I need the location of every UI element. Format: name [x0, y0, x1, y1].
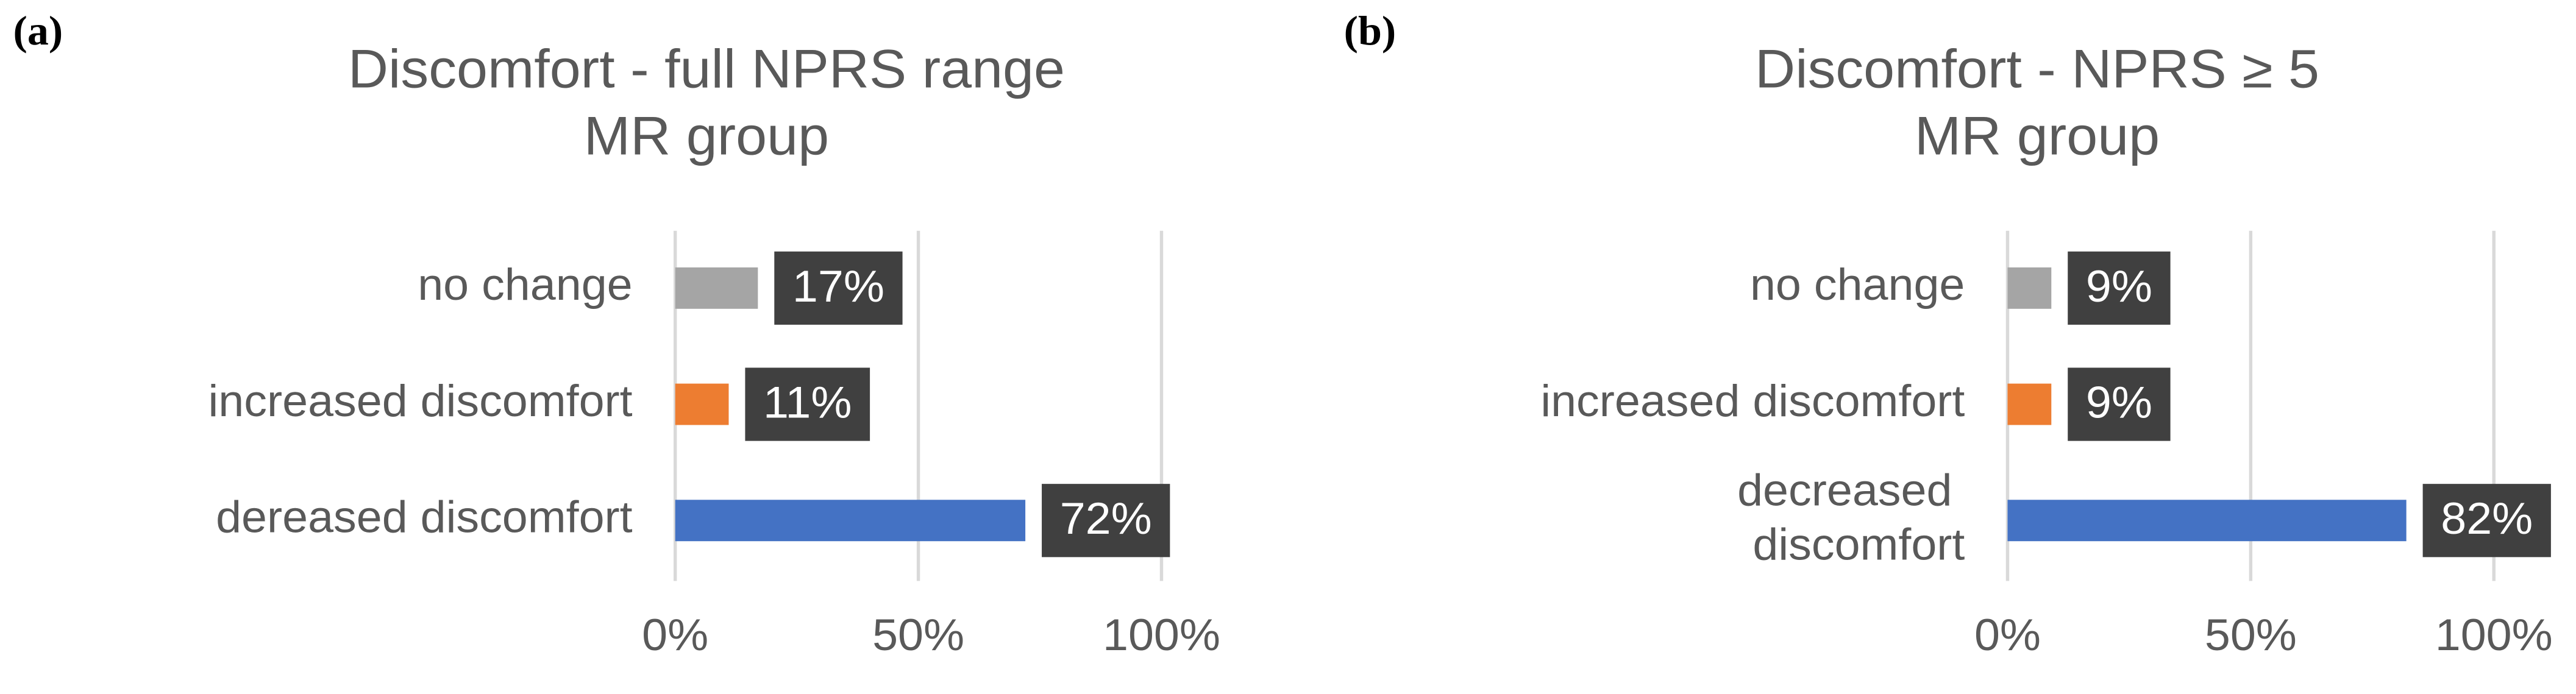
value-label: 11% — [763, 378, 852, 428]
x-tick-label: 50% — [872, 610, 964, 660]
value-label: 17% — [792, 261, 884, 311]
value-label: 72% — [1060, 494, 1152, 544]
bar — [2007, 383, 2052, 425]
bar — [675, 383, 729, 425]
category-label: decreased discomfort — [1737, 465, 1965, 569]
x-tick-label: 0% — [642, 610, 708, 660]
category-label: increased discomfort — [208, 376, 633, 426]
chart-title: MR group — [584, 106, 829, 166]
value-label-box — [2068, 367, 2171, 441]
x-tick-label: 50% — [2205, 610, 2297, 660]
bar — [2007, 500, 2407, 542]
bar — [2007, 267, 2052, 309]
category-label: dereased discomfort — [216, 492, 633, 542]
category-label: no change — [418, 260, 632, 310]
value-label-box — [1042, 484, 1170, 558]
value-label: 9% — [2086, 378, 2152, 428]
panel-label: (b) — [1344, 8, 1397, 54]
x-tick-label: 100% — [1103, 610, 1220, 660]
x-tick-label: 100% — [2435, 610, 2553, 660]
value-label-box — [774, 251, 903, 325]
value-label-box — [2068, 251, 2171, 325]
value-label-box — [745, 367, 870, 441]
category-label: increased discomfort — [1540, 376, 1965, 426]
category-label: no change — [1750, 260, 1965, 310]
chart-title: Discomfort - full NPRS range — [348, 39, 1065, 99]
value-label: 9% — [2086, 261, 2152, 311]
bar — [675, 500, 1026, 542]
chart-title: MR group — [1915, 106, 2160, 166]
value-label: 82% — [2441, 494, 2533, 544]
bar — [675, 267, 758, 309]
value-label-box — [2422, 484, 2551, 558]
chart-title: Discomfort - NPRS ≥ 5 — [1755, 39, 2319, 99]
panel-label: (a) — [13, 8, 63, 54]
x-tick-label: 0% — [1974, 610, 2041, 660]
